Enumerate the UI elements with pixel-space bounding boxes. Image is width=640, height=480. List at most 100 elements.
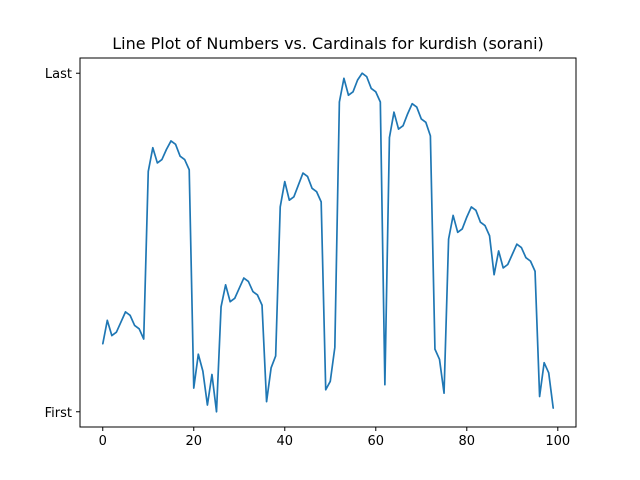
data-point xyxy=(252,290,254,293)
data-point xyxy=(520,246,522,249)
data-point xyxy=(416,106,418,108)
y-axis: First Last xyxy=(45,67,80,421)
data-point xyxy=(484,224,486,227)
data-point xyxy=(106,319,108,321)
data-point xyxy=(311,187,313,189)
data-point xyxy=(220,306,222,308)
data-point xyxy=(124,311,127,313)
data-point xyxy=(179,155,181,157)
data-point xyxy=(275,355,277,357)
data-point xyxy=(479,221,482,223)
data-point xyxy=(548,372,550,374)
data-point xyxy=(343,77,345,79)
x-tick-label: 0 xyxy=(99,434,107,449)
data-point xyxy=(452,214,454,217)
data-point xyxy=(265,401,268,403)
data-point xyxy=(370,87,372,90)
data-point xyxy=(102,343,104,345)
data-point xyxy=(225,284,227,286)
data-point xyxy=(293,196,295,198)
data-point xyxy=(338,101,340,103)
data-point xyxy=(438,358,441,360)
data-point xyxy=(470,206,472,208)
data-point xyxy=(375,91,377,93)
data-point xyxy=(475,209,477,211)
data-point xyxy=(347,94,350,96)
data-point xyxy=(434,348,436,350)
data-point xyxy=(279,206,281,208)
data-point xyxy=(202,370,204,372)
data-point xyxy=(420,118,422,120)
data-point xyxy=(352,91,354,93)
data-point xyxy=(165,148,168,150)
data-point xyxy=(529,260,532,262)
x-tick-label: 60 xyxy=(368,434,385,449)
data-point xyxy=(379,101,381,103)
data-point xyxy=(402,125,404,127)
data-point xyxy=(261,304,263,306)
data-point xyxy=(502,267,504,269)
data-point xyxy=(229,301,231,303)
data-point xyxy=(329,380,331,382)
data-point xyxy=(134,324,136,327)
data-point xyxy=(211,373,213,376)
data-point xyxy=(539,395,541,398)
data-point xyxy=(138,328,140,330)
data-point xyxy=(461,228,463,230)
data-point xyxy=(320,201,322,203)
data-point xyxy=(552,407,554,409)
data-point xyxy=(511,253,513,255)
data-point xyxy=(256,294,259,296)
data-point xyxy=(156,162,158,164)
data-point xyxy=(188,169,190,171)
data-point xyxy=(356,79,359,81)
data-point xyxy=(457,231,459,233)
data-point xyxy=(243,277,245,279)
data-point xyxy=(284,180,286,183)
data-point xyxy=(466,216,468,218)
data-point xyxy=(193,387,195,389)
data-point xyxy=(288,199,290,201)
x-tick-label: 100 xyxy=(545,434,570,449)
data-point xyxy=(366,76,368,78)
data-point xyxy=(115,331,117,333)
data-point xyxy=(120,321,122,323)
data-point xyxy=(498,250,500,252)
data-point xyxy=(129,314,131,316)
data-point xyxy=(507,263,509,266)
data-point xyxy=(270,367,272,369)
data-point xyxy=(152,147,154,149)
data-point xyxy=(325,389,327,391)
data-point xyxy=(111,335,113,337)
data-point xyxy=(316,191,318,193)
data-point xyxy=(302,172,304,174)
data-point xyxy=(206,404,209,406)
data-point xyxy=(425,121,427,123)
y-tick-label: Last xyxy=(45,67,72,82)
data-point xyxy=(543,362,545,364)
data-point xyxy=(170,140,172,142)
data-point xyxy=(174,143,177,145)
series-line xyxy=(101,72,555,413)
data-point xyxy=(525,257,527,259)
data-point xyxy=(147,170,149,173)
y-tick-label: First xyxy=(45,406,72,421)
data-point xyxy=(534,270,536,272)
chart-title: Line Plot of Numbers vs. Cardinals for k… xyxy=(112,34,544,53)
data-point xyxy=(334,346,336,349)
x-axis: 0 20 40 60 80 100 xyxy=(99,427,570,449)
x-tick-label: 40 xyxy=(276,434,293,449)
data-point xyxy=(443,392,445,394)
data-point xyxy=(388,136,391,139)
data-point xyxy=(297,184,300,186)
x-tick-label: 80 xyxy=(459,434,476,449)
data-point xyxy=(447,238,450,240)
data-point xyxy=(197,353,199,355)
data-point xyxy=(407,113,409,115)
plot-area xyxy=(79,57,577,428)
data-point xyxy=(184,158,186,161)
data-point xyxy=(234,297,236,299)
data-point xyxy=(393,111,395,113)
data-point xyxy=(215,411,218,413)
